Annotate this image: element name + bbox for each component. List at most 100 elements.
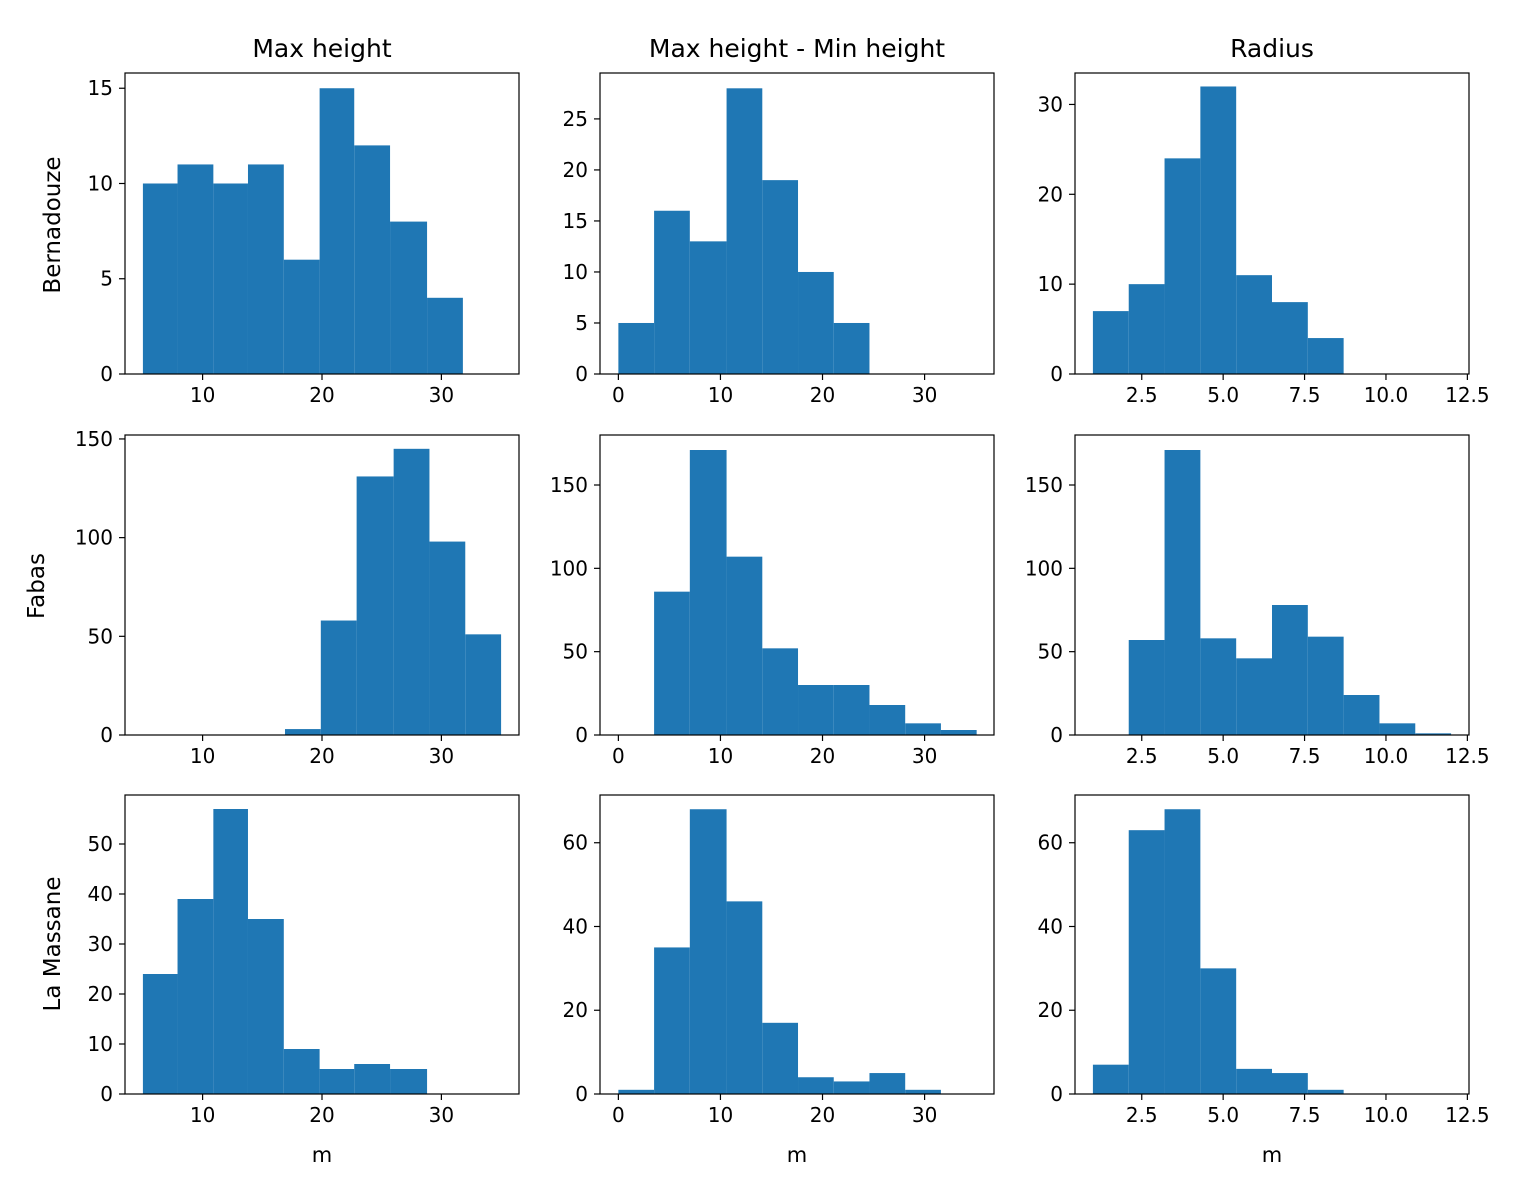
panel-fabas-max-height-min-height: 0 10 20 30 0 50 100 150 [550,434,995,768]
x-tick-label-bernadouze-radius-1: 5.0 [1207,383,1239,407]
bar-bernadouze-max-height-5 [319,88,355,374]
bar-bernadouze-radius-0 [1092,311,1129,374]
panel-la-massane-max-height: 10 20 30 0 10 20 30 40 50 [88,794,520,1127]
axes-frame-la-massane-max-height-min-height [599,794,995,1095]
row-labels: Bernadouze Fabas La Massane [24,156,66,1011]
x-tick-label-la-massane-max-height-min-height-3: 30 [912,1103,937,1127]
bar-bernadouze-radius-4 [1236,275,1272,374]
bar-bernadouze-radius-6 [1307,338,1344,374]
bar-la-massane-max-height-min-height-4 [762,1022,799,1094]
panel-bernadouze-max-height: 10 20 30 0 5 10 15 [88,72,520,407]
bar-fabas-radius-6 [1343,695,1380,735]
bar-la-massane-max-height-min-height-8 [905,1089,941,1094]
bar-bernadouze-radius-1 [1128,284,1165,374]
x-tick-label-fabas-max-height-min-height-1: 10 [708,744,733,768]
x-tick-label-fabas-max-height-min-height-3: 30 [912,744,937,768]
x-tick-label-fabas-max-height-min-height-0: 0 [612,744,625,768]
row-label-fabas: Fabas [24,553,50,619]
bar-bernadouze-max-height-7 [390,221,428,374]
x-tick-label-la-massane-max-height-min-height-2: 20 [810,1103,835,1127]
x-tick-label-fabas-max-height-min-height-2: 20 [810,744,835,768]
x-tick-label-la-massane-radius-1: 5.0 [1207,1103,1239,1127]
y-tick-label-bernadouze-max-height-0: 0 [100,362,113,386]
y-tick-label-bernadouze-radius-1: 10 [1038,272,1063,296]
panel-fabas-max-height: 10 20 30 0 50 100 150 [75,427,520,768]
y-tick-label-la-massane-radius-3: 60 [1038,831,1063,855]
bar-la-massane-radius-5 [1272,1073,1308,1094]
x-label-col2: m [787,1143,807,1167]
y-tick-label-bernadouze-radius-3: 30 [1038,92,1063,116]
y-tick-label-la-massane-max-height-3: 30 [88,932,113,956]
y-tick-label-la-massane-radius-1: 20 [1038,998,1063,1022]
x-tick-label-la-massane-max-height-0: 10 [190,1103,215,1127]
y-tick-label-bernadouze-max-height-min-height-0: 0 [575,362,588,386]
bar-la-massane-max-height-min-height-3 [726,901,763,1094]
bar-fabas-max-height-min-height-1 [689,450,727,735]
x-tick-label-bernadouze-radius-0: 2.5 [1126,383,1158,407]
bar-bernadouze-max-height-3 [247,164,284,374]
x-label-col3: m [1262,1143,1282,1167]
bar-fabas-max-height-1 [320,620,357,735]
row-label-bernadouze: Bernadouze [40,156,66,293]
x-tick-label-la-massane-max-height-2: 30 [429,1103,454,1127]
bar-la-massane-max-height-4 [283,1049,320,1094]
y-tick-label-bernadouze-max-height-min-height-3: 15 [563,209,588,233]
bar-fabas-radius-4 [1272,605,1308,735]
bar-fabas-radius-8 [1415,733,1452,735]
y-tick-label-bernadouze-max-height-2: 10 [88,171,113,195]
x-tick-label-la-massane-max-height-min-height-0: 0 [612,1103,625,1127]
panel-la-massane-max-height-min-height: 0 10 20 30 0 20 40 60 [563,794,995,1127]
bar-la-massane-max-height-min-height-7 [869,1073,906,1094]
y-tick-label-la-massane-max-height-min-height-2: 40 [563,914,588,938]
bar-bernadouze-max-height-8 [427,297,463,374]
x-tick-label-fabas-max-height-2: 30 [429,744,454,768]
bar-fabas-max-height-0 [284,729,321,735]
y-tick-label-la-massane-max-height-min-height-1: 20 [563,998,588,1022]
x-tick-label-bernadouze-radius-2: 7.5 [1289,383,1321,407]
bar-fabas-max-height-min-height-6 [869,705,906,735]
x-tick-label-bernadouze-max-height-min-height-1: 10 [708,383,733,407]
y-tick-label-fabas-radius-0: 0 [1050,723,1063,747]
bar-bernadouze-max-height-6 [354,145,391,374]
bar-fabas-radius-3 [1236,658,1272,735]
bar-bernadouze-radius-3 [1200,86,1237,375]
bar-bernadouze-max-height-0 [142,183,178,374]
bar-bernadouze-max-height-min-height-3 [726,88,763,374]
x-tick-label-fabas-max-height-0: 10 [190,744,215,768]
x-tick-label-fabas-radius-4: 12.5 [1445,744,1490,768]
y-tick-label-fabas-max-height-1: 50 [88,624,113,648]
y-tick-label-la-massane-max-height-min-height-0: 0 [575,1082,588,1106]
y-tick-label-bernadouze-max-height-min-height-5: 25 [563,107,588,131]
y-tick-label-la-massane-radius-0: 0 [1050,1082,1063,1106]
bar-bernadouze-max-height-1 [177,164,214,374]
y-tick-label-fabas-max-height-min-height-2: 100 [550,556,588,580]
bar-la-massane-max-height-min-height-6 [833,1081,870,1094]
y-tick-label-bernadouze-radius-2: 20 [1038,182,1063,206]
bar-fabas-max-height-5 [465,634,502,735]
y-tick-label-fabas-max-height-min-height-3: 150 [550,473,588,497]
row-label-la-massane: La Massane [40,877,66,1012]
bar-fabas-radius-1 [1164,450,1201,735]
axes-frame-bernadouze-max-height-min-height [599,72,995,375]
bar-fabas-radius-2 [1200,638,1237,735]
x-tick-label-la-massane-radius-0: 2.5 [1126,1103,1158,1127]
bar-la-massane-max-height-min-height-2 [689,809,727,1094]
bar-la-massane-radius-3 [1200,968,1237,1094]
bar-la-massane-max-height-6 [354,1064,391,1094]
axes-frame-fabas-max-height-min-height [599,434,995,736]
y-tick-label-bernadouze-max-height-min-height-2: 10 [563,260,588,284]
y-tick-label-la-massane-max-height-4: 40 [88,882,113,906]
x-tick-label-fabas-radius-2: 7.5 [1289,744,1321,768]
y-tick-label-la-massane-max-height-2: 20 [88,982,113,1006]
bar-bernadouze-max-height-min-height-6 [833,322,870,374]
y-tick-label-fabas-radius-2: 100 [1025,556,1063,580]
bar-bernadouze-max-height-min-height-4 [762,180,799,374]
bar-la-massane-radius-6 [1307,1089,1344,1094]
bar-la-massane-radius-4 [1236,1068,1272,1094]
bar-la-massane-max-height-7 [390,1069,428,1094]
bar-fabas-max-height-min-height-8 [940,730,977,735]
bar-la-massane-max-height-min-height-0 [618,1089,655,1094]
panel-fabas-radius: 2.5 5.0 7.5 10.0 12.5 0 50 100 150 [1025,434,1490,768]
x-tick-label-fabas-radius-1: 5.0 [1207,744,1239,768]
y-tick-label-la-massane-max-height-1: 10 [88,1032,113,1056]
